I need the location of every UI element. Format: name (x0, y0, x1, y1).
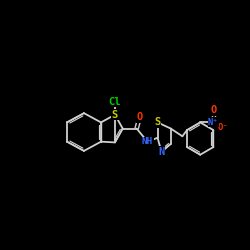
Text: N⁺: N⁺ (208, 118, 219, 127)
Text: O: O (136, 112, 143, 122)
Text: Cl: Cl (109, 96, 121, 106)
Text: O⁻: O⁻ (218, 123, 229, 132)
Text: NH: NH (142, 137, 153, 146)
Text: O: O (210, 105, 216, 115)
Text: S: S (112, 110, 118, 120)
Text: N: N (158, 147, 164, 157)
Text: S: S (154, 118, 161, 128)
